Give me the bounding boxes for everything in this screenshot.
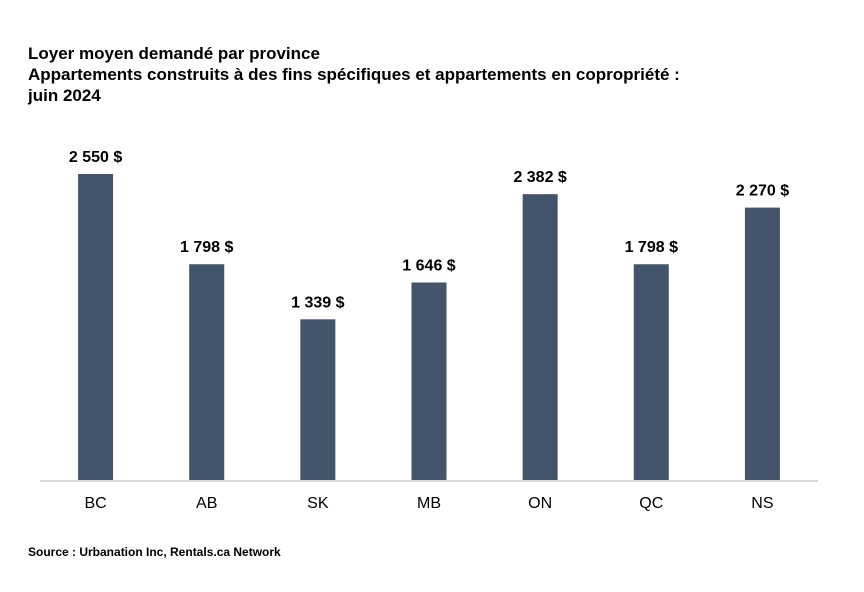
x-tick-label-on: ON <box>528 495 552 512</box>
bar-mb <box>411 282 447 480</box>
x-tick-label-mb: MB <box>417 495 441 512</box>
bar-sk <box>300 319 336 480</box>
x-tick-label-bc: BC <box>84 495 106 512</box>
x-tick-label-ns: NS <box>751 495 773 512</box>
data-label-ns: 2 270 $ <box>736 183 789 200</box>
data-label-bc: 2 550 $ <box>69 149 122 166</box>
data-label-ab: 1 798 $ <box>180 239 233 256</box>
chart-title: Loyer moyen demandé par province <box>28 44 320 63</box>
x-tick-label-sk: SK <box>307 495 329 512</box>
data-label-qc: 1 798 $ <box>625 239 678 256</box>
bar-bc <box>78 174 114 480</box>
source-note: Source : Urbanation Inc, Rentals.ca Netw… <box>28 545 281 559</box>
bar-ab <box>189 264 225 480</box>
bar-on <box>522 194 558 480</box>
x-tick-label-ab: AB <box>196 495 217 512</box>
data-label-sk: 1 339 $ <box>291 294 344 311</box>
x-tick-label-qc: QC <box>639 495 663 512</box>
chart-subtitle-line1: Appartements construits à des fins spéci… <box>28 65 680 84</box>
chart-subtitle-line2: juin 2024 <box>28 86 101 105</box>
data-label-on: 2 382 $ <box>513 169 566 186</box>
bar-ns <box>744 207 780 480</box>
data-label-mb: 1 646 $ <box>402 257 455 274</box>
bar-qc <box>633 264 669 480</box>
